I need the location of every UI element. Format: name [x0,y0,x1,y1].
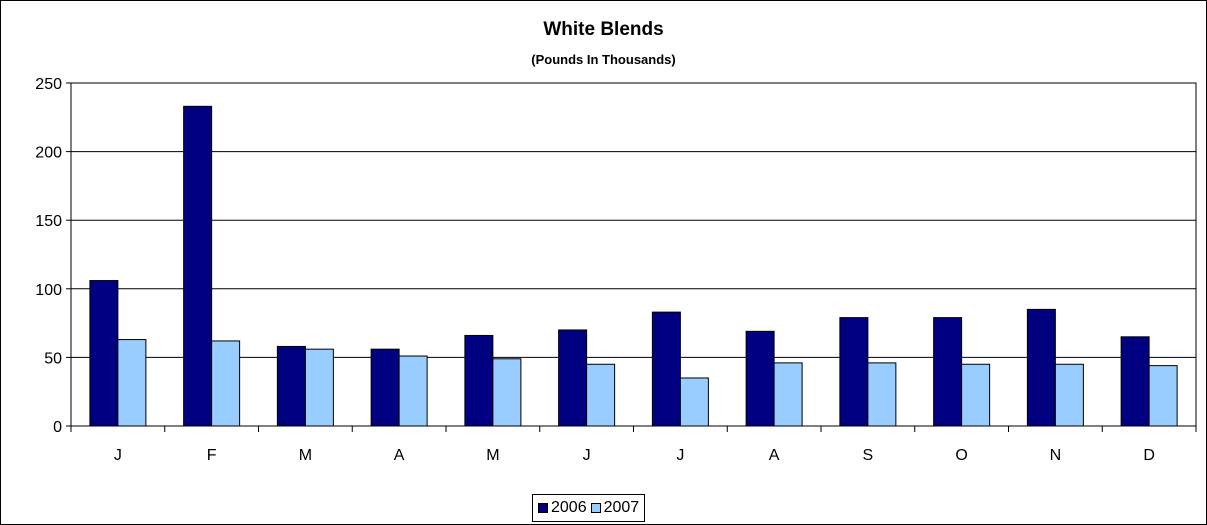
bar-2007-10 [1054,363,1084,427]
y-tick-label-0: 0 [53,419,62,436]
bar-2006-1 [183,105,213,427]
bar-2007-6 [679,377,709,427]
chart-subtitle: (Pounds In Thousands) [531,52,676,67]
bar-2007-5 [586,363,616,427]
bar-2006-8 [839,317,869,427]
y-tick-label-100: 100 [35,282,62,299]
x-tick-label-2: M [299,447,312,464]
bar-2006-4 [464,334,494,427]
bar-2006-2 [276,345,306,427]
x-tick-label-4: M [486,447,499,464]
bar-2007-1 [211,340,241,427]
bar-2007-0 [117,339,147,427]
chart-title: White Blends [543,19,664,40]
legend: 2006 2007 [532,494,646,522]
bar-2007-3 [398,355,428,427]
legend-item-2007: 2007 [590,499,640,517]
legend-swatch-2007 [590,503,601,513]
bar-2006-3 [370,348,400,427]
bar-2006-0 [89,280,119,427]
x-tick-label-5: J [583,447,591,464]
x-tick-label-6: J [676,447,684,464]
bar-2006-9 [933,317,963,427]
legend-swatch-2006 [538,503,548,513]
bar-2006-5 [558,329,588,427]
x-tick-label-11: D [1143,447,1155,464]
y-tick-label-150: 150 [35,213,62,230]
x-tick-label-3: A [394,447,405,464]
bar-2007-8 [867,362,897,427]
bar-2007-4 [492,358,522,427]
bar-2007-9 [961,363,991,427]
bar-2006-7 [745,330,775,427]
bar-2007-7 [773,362,803,427]
legend-label-2006: 2006 [551,499,587,516]
bar-2006-6 [651,311,681,427]
x-tick-label-0: J [114,447,122,464]
legend-label-2007: 2007 [603,499,640,516]
bar-2007-11 [1148,365,1178,427]
bar-2006-11 [1120,336,1150,427]
y-tick-label-200: 200 [35,145,62,162]
x-tick-label-1: F [207,447,217,464]
x-tick-label-7: A [769,447,780,464]
x-tick-label-10: N [1050,447,1062,464]
y-tick-label-50: 50 [44,350,62,367]
bar-2007-2 [304,348,334,427]
x-tick-label-9: O [955,447,967,464]
y-tick-label-250: 250 [35,76,62,93]
bar-2006-10 [1026,308,1056,427]
x-tick-label-8: S [863,447,874,464]
legend-item-2006: 2006 [538,499,587,517]
